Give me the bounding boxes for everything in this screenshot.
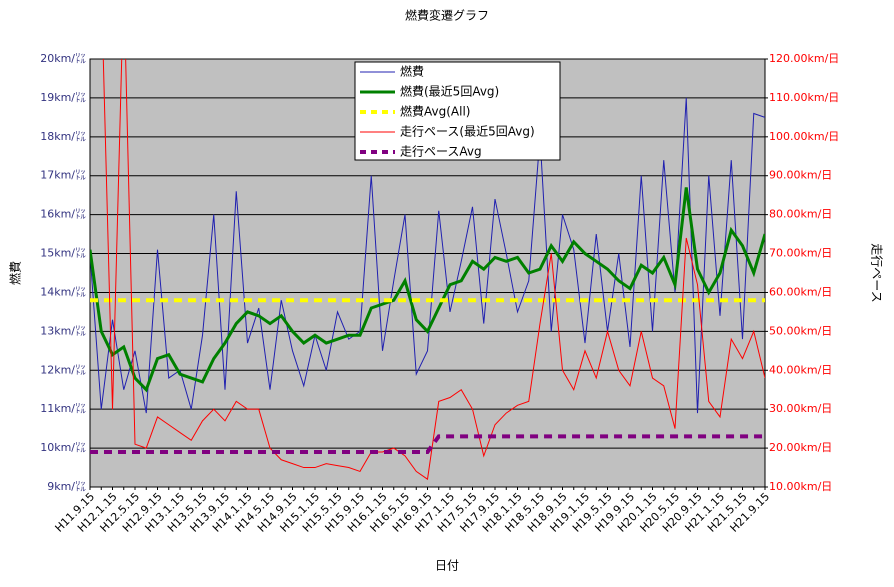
y-tick-label: 16km/㍑ <box>40 208 86 221</box>
series-line <box>102 59 765 481</box>
y-tick-label: 9km/㍑ <box>47 480 86 493</box>
series-line <box>90 97 765 414</box>
x-axis-title: 日付 <box>435 559 459 573</box>
y2-tick-label: 100.00km/日 <box>769 130 839 143</box>
series-line <box>90 187 765 393</box>
series-line <box>90 434 765 454</box>
y-tick-label: 20km/㍑ <box>40 52 86 65</box>
y-tick-label: 18km/㍑ <box>40 130 86 143</box>
y-tick-label: 15km/㍑ <box>40 247 86 260</box>
series-lines <box>90 59 765 481</box>
y-axis-title: 燃費 <box>8 261 23 285</box>
y-tick-label: 12km/㍑ <box>40 363 86 376</box>
legend-box <box>354 61 561 161</box>
y-tick-label: 11km/㍑ <box>40 402 86 415</box>
y-tick-label: 10km/㍑ <box>40 441 86 454</box>
y-tick-label: 13km/㍑ <box>40 324 86 337</box>
y2-tick-label: 120.00km/日 <box>769 52 839 65</box>
y-tick-label: 14km/㍑ <box>40 285 86 298</box>
legend-label: 燃費 <box>400 64 424 79</box>
legend-label: 走行ペースAvg <box>400 145 482 159</box>
y2-tick-label: 90.00km/日 <box>769 169 832 182</box>
y2-tick-label: 80.00km/日 <box>769 208 832 221</box>
y2-tick-label: 70.00km/日 <box>769 247 832 260</box>
y2-tick-label: 40.00km/日 <box>769 363 832 376</box>
legend-label: 走行ペース(最近5回Avg) <box>400 125 535 139</box>
y2-tick-label: 10.00km/日 <box>769 480 832 493</box>
y2-tick-label: 30.00km/日 <box>769 402 832 415</box>
chart-title: 燃費変遷グラフ <box>405 8 489 23</box>
legend-label: 燃費Avg(All) <box>400 104 470 119</box>
y-tick-label: 19km/㍑ <box>40 91 86 104</box>
y2-tick-label: 20.00km/日 <box>769 441 832 454</box>
y-tick-label: 17km/㍑ <box>40 169 86 182</box>
y2-axis-title: 走行ペース <box>870 243 884 302</box>
legend-label: 燃費(最近5回Avg) <box>400 84 499 99</box>
y2-tick-label: 60.00km/日 <box>769 285 832 298</box>
y2-tick-label: 50.00km/日 <box>769 324 832 337</box>
y2-tick-label: 110.00km/日 <box>769 91 839 104</box>
